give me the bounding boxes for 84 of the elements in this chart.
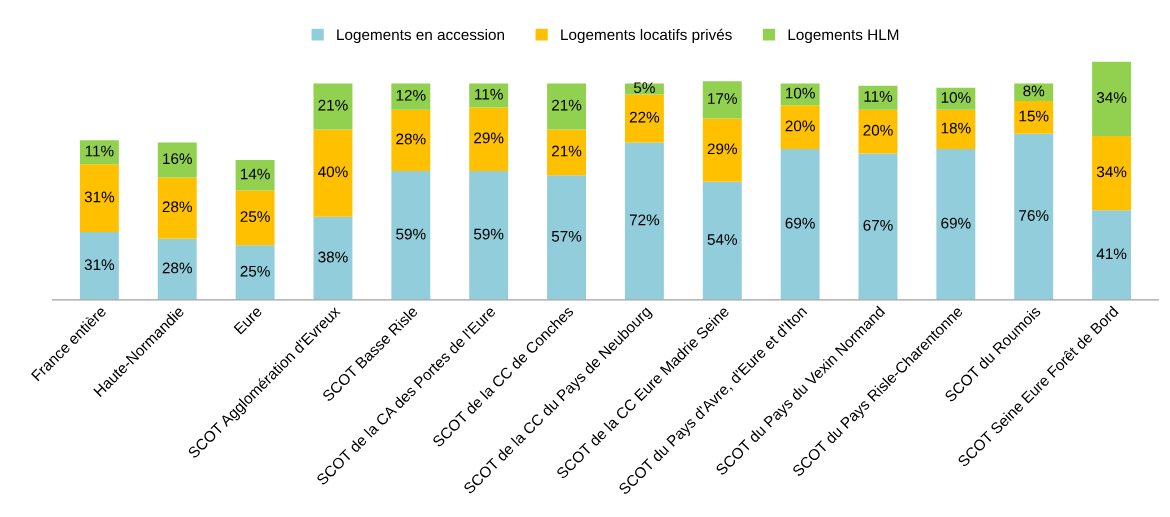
data-label: 12% <box>396 89 426 101</box>
bar <box>780 83 820 106</box>
data-label: 34% <box>1096 166 1127 178</box>
bar <box>391 109 431 171</box>
bar <box>1092 210 1132 300</box>
bar <box>313 216 353 300</box>
data-label: 22% <box>629 111 660 123</box>
data-label: 15% <box>1019 110 1049 122</box>
bar <box>624 142 664 300</box>
bar <box>702 81 742 119</box>
data-label: 8% <box>1023 85 1045 97</box>
data-label: 28% <box>162 201 192 213</box>
bar <box>624 94 664 143</box>
data-label: 11% <box>475 88 503 100</box>
data-label: 28% <box>396 133 426 145</box>
data-label: 34% <box>1096 92 1127 103</box>
data-label: 20% <box>785 120 815 132</box>
data-label: 20% <box>863 124 893 136</box>
bar <box>547 83 587 130</box>
bar <box>936 149 976 300</box>
data-label: 14% <box>240 168 270 180</box>
bar <box>1014 100 1054 134</box>
bar <box>313 129 353 217</box>
bar <box>1092 135 1132 211</box>
data-label: 10% <box>941 92 971 103</box>
data-label: 57% <box>551 230 582 242</box>
data-label: 18% <box>941 122 971 134</box>
bar <box>391 83 431 110</box>
data-label: 54% <box>707 234 738 245</box>
data-label: 59% <box>474 228 504 240</box>
bar <box>469 170 509 300</box>
data-label: 29% <box>707 143 738 155</box>
data-label: 11% <box>85 145 114 157</box>
data-label: 17% <box>708 93 738 104</box>
bar <box>469 107 509 171</box>
bar <box>391 170 431 300</box>
data-label: 69% <box>785 217 815 229</box>
data-label: 25% <box>240 211 270 222</box>
legend-label: Logements locatifs privés <box>561 28 732 44</box>
data-label: 28% <box>162 262 192 274</box>
data-label: 10% <box>786 87 815 99</box>
bar <box>235 190 275 246</box>
data-label: 21% <box>552 145 582 157</box>
data-label: 21% <box>552 99 582 111</box>
bar <box>936 109 976 150</box>
bar <box>858 153 898 300</box>
bar <box>79 140 119 165</box>
data-label: 5% <box>633 82 655 94</box>
bar <box>702 181 742 300</box>
data-label: 59% <box>396 228 426 240</box>
data-label: 72% <box>629 214 660 226</box>
data-label: 40% <box>318 166 348 178</box>
bar <box>858 109 898 154</box>
bar <box>79 164 119 233</box>
data-label: 31% <box>84 259 115 271</box>
bar <box>547 175 587 300</box>
bar <box>702 118 742 182</box>
data-label: 21% <box>318 99 348 111</box>
bar <box>469 83 509 108</box>
bar <box>313 83 353 130</box>
bar <box>547 129 587 176</box>
data-label: 38% <box>318 251 348 263</box>
bar <box>780 105 820 150</box>
data-label: 11% <box>864 91 893 102</box>
bar <box>157 238 197 300</box>
bar <box>780 149 820 300</box>
bar <box>1092 61 1132 136</box>
data-label: 41% <box>1096 248 1127 260</box>
bar <box>157 177 197 239</box>
data-label: 31% <box>84 191 115 203</box>
data-label: 16% <box>163 153 192 165</box>
legend-label: Logements en accession <box>337 28 504 44</box>
bar <box>235 245 275 300</box>
bar <box>157 142 197 178</box>
bar <box>235 159 275 191</box>
data-label: 69% <box>941 217 971 229</box>
data-label: 76% <box>1019 210 1049 221</box>
bar <box>1014 83 1054 101</box>
legend-label: Logements HLM <box>788 29 899 44</box>
bar <box>1014 133 1054 300</box>
data-label: 67% <box>863 219 893 231</box>
data-label: 29% <box>474 132 504 144</box>
data-label: 25% <box>240 265 270 277</box>
bar <box>79 232 119 300</box>
